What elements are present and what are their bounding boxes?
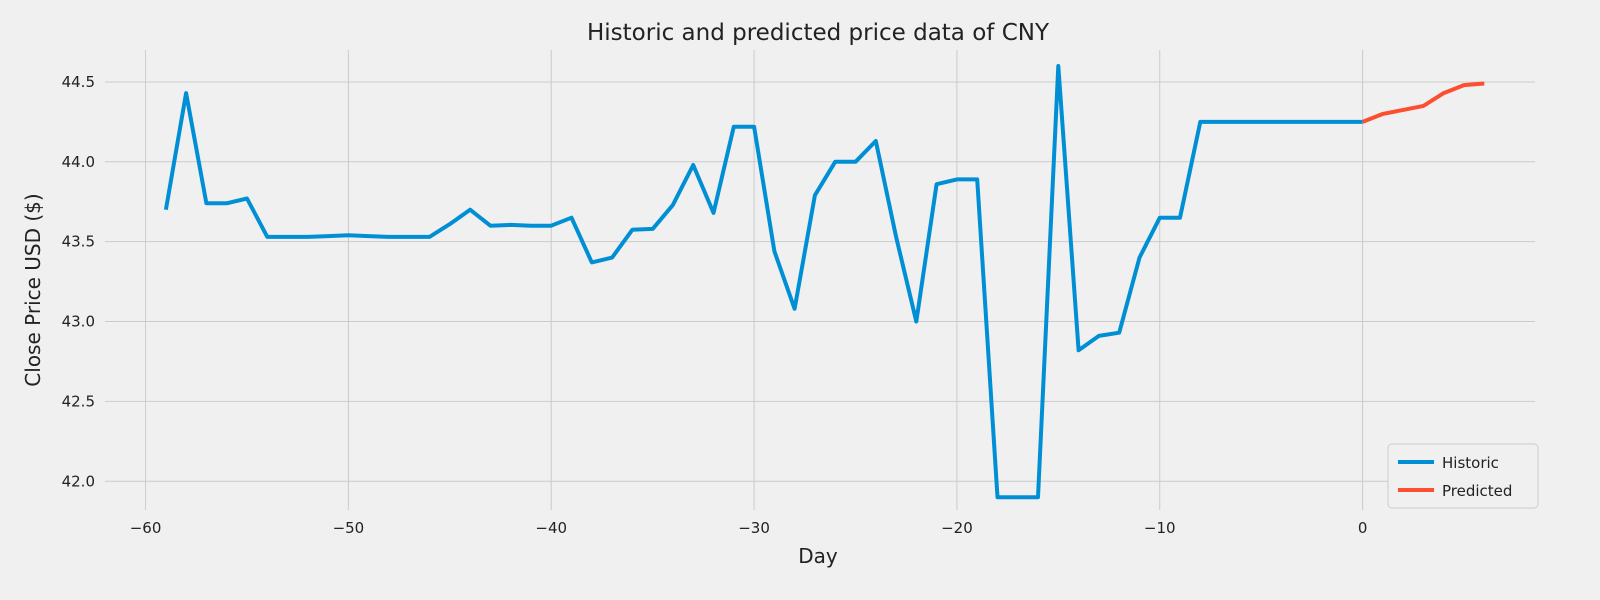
series-line-predicted (1361, 81, 1485, 124)
y-tick-label: 44.0 (62, 153, 95, 171)
x-tick-label: −50 (333, 519, 365, 537)
series-layer (163, 64, 1485, 500)
grid-layer (105, 50, 1535, 510)
legend-label-predicted: Predicted (1442, 482, 1512, 500)
legend: Historic Predicted (1387, 443, 1539, 509)
y-tick-label: 43.5 (62, 233, 95, 251)
x-tick-label: −10 (1144, 519, 1176, 537)
y-axis-label: Close Price USD ($) (21, 193, 45, 386)
x-axis-label: Day (798, 544, 838, 568)
series-line-historic (163, 64, 1363, 500)
legend-label-historic: Historic (1442, 454, 1499, 472)
y-tick-label: 44.5 (62, 73, 95, 91)
x-tick-label: −30 (738, 519, 770, 537)
x-tick-label: 0 (1358, 519, 1368, 537)
x-tick-label: −40 (535, 519, 567, 537)
tick-layer: −60 −50 −40 −30 −20 −10 0 42.0 42.5 43.0 43.5 44.0 4… (62, 73, 1368, 537)
y-tick-label: 43.0 (62, 313, 95, 331)
x-tick-label: −60 (130, 519, 162, 537)
y-tick-label: 42.5 (62, 392, 95, 410)
y-tick-label: 42.0 (62, 472, 95, 490)
chart-title: Historic and predicted price data of CNY (587, 20, 1050, 46)
x-tick-label: −20 (941, 519, 973, 537)
